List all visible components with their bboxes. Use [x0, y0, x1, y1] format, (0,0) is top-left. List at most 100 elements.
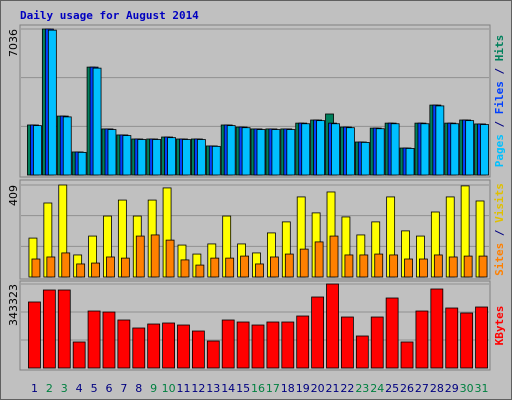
bar — [122, 135, 132, 176]
legend-entry: Hits — [493, 35, 506, 62]
x-tick-label: 21 — [326, 382, 340, 395]
bar — [47, 29, 57, 176]
legend: KBytes — [493, 306, 506, 346]
legend-separator: / — [493, 223, 506, 243]
bar — [256, 129, 266, 176]
bar — [296, 315, 310, 369]
bar — [42, 289, 56, 369]
bar — [465, 120, 475, 176]
x-tick-label: 28 — [430, 382, 444, 395]
bar — [107, 129, 117, 176]
bar — [152, 139, 162, 176]
legend-separator: / — [493, 61, 506, 81]
x-tick-label: 20 — [311, 382, 325, 395]
bar — [162, 322, 175, 369]
bar — [255, 263, 264, 278]
x-tick-label: 1 — [31, 382, 38, 395]
x-tick-label: 10 — [162, 382, 176, 395]
bar — [177, 324, 190, 369]
bar — [346, 127, 355, 176]
bar — [420, 123, 430, 176]
bar — [33, 125, 42, 176]
bar — [400, 341, 414, 369]
x-tick-label: 19 — [296, 382, 310, 395]
x-tick-label: 16 — [251, 382, 265, 395]
x-tick-label: 13 — [206, 382, 220, 395]
bar — [281, 321, 295, 369]
bar — [191, 330, 205, 369]
bar — [91, 262, 100, 278]
bar — [46, 256, 56, 278]
x-tick-label: 17 — [266, 382, 280, 395]
x-tick-label: 6 — [105, 382, 112, 395]
bar — [405, 148, 415, 176]
bar — [28, 301, 41, 369]
bar — [314, 241, 324, 278]
bar — [180, 259, 190, 278]
bar — [182, 139, 191, 176]
x-tick-label: 12 — [191, 382, 205, 395]
bar — [359, 254, 369, 278]
x-tick-label: 22 — [340, 382, 354, 395]
legend: Pages / Files / Hits — [493, 35, 506, 168]
bar — [195, 264, 205, 278]
bar — [415, 310, 429, 369]
bar — [221, 319, 235, 369]
bar — [299, 248, 309, 278]
bar — [478, 255, 488, 278]
bar — [341, 316, 354, 369]
legend-entry: KBytes — [493, 306, 506, 346]
bar — [226, 125, 236, 176]
bar — [76, 263, 86, 278]
y-tick-label: 343323 — [7, 284, 20, 326]
bar — [147, 323, 161, 369]
bar — [62, 116, 72, 176]
bar — [286, 129, 296, 176]
bar — [271, 129, 281, 176]
bar — [355, 335, 369, 369]
bar — [241, 127, 251, 176]
bar — [61, 252, 71, 278]
bar — [450, 123, 460, 176]
x-tick-label: 15 — [236, 382, 250, 395]
x-tick-label: 24 — [370, 382, 384, 395]
bar — [266, 321, 280, 369]
legend-entry: Files — [493, 81, 506, 114]
legend-entry: Sites — [493, 243, 506, 276]
bar — [196, 139, 206, 176]
bar — [419, 258, 428, 278]
bar — [57, 289, 71, 369]
bar — [375, 128, 385, 176]
x-tick-label: 8 — [135, 382, 142, 395]
x-tick-label: 27 — [415, 382, 429, 395]
chart-title: Daily usage for August 2014 — [20, 9, 199, 22]
legend: Sites / Visits — [493, 183, 506, 276]
bar — [326, 283, 339, 369]
bar — [167, 137, 176, 176]
bar — [445, 307, 459, 369]
bar — [236, 321, 250, 369]
bar — [331, 123, 340, 176]
bar — [404, 258, 413, 278]
bar — [77, 151, 87, 176]
bar — [301, 123, 311, 176]
bar — [210, 257, 220, 278]
x-tick-label: 2 — [46, 382, 53, 395]
bar — [165, 239, 175, 278]
bar — [475, 306, 488, 369]
bar — [132, 327, 146, 369]
x-tick-label: 7 — [120, 382, 127, 395]
bar — [390, 123, 400, 176]
bar — [360, 142, 370, 176]
y-tick-label: 409 — [7, 185, 20, 206]
x-tick-label: 11 — [176, 382, 190, 395]
x-tick-label: 3 — [61, 382, 68, 395]
legend-separator: / — [493, 114, 506, 134]
bar — [389, 254, 399, 278]
x-tick-label: 9 — [150, 382, 157, 395]
bar — [87, 310, 101, 369]
bar — [448, 256, 458, 278]
bar — [311, 296, 325, 369]
legend-entry: Pages — [493, 134, 506, 167]
